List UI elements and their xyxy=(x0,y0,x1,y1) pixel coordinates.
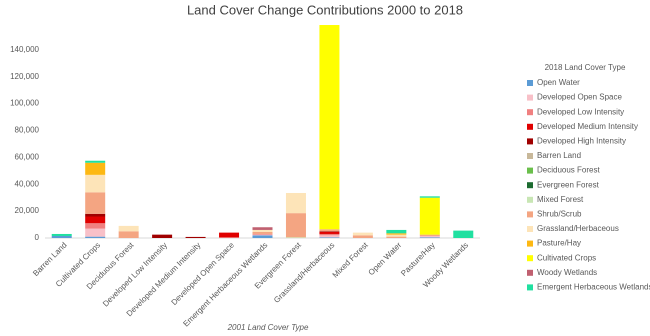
x-tick-label: Developed Low Intensity xyxy=(101,241,169,309)
bar-segment xyxy=(219,237,240,238)
bar-segment xyxy=(352,235,373,238)
legend-swatch xyxy=(527,109,533,116)
bar-segment xyxy=(51,233,72,236)
bar-segment xyxy=(252,234,273,236)
x-tick-label: Grassland/Herbaceous xyxy=(272,241,336,305)
bar-segment xyxy=(319,229,340,232)
legend-label: Developed Open Space xyxy=(537,93,623,102)
bar-segment xyxy=(319,25,340,230)
bar-segment xyxy=(285,213,306,238)
bar-segment xyxy=(252,231,273,234)
bar-segment xyxy=(319,231,340,234)
bar-segment xyxy=(85,174,106,193)
legend-title: 2018 Land Cover Type xyxy=(545,63,626,72)
bar-segment xyxy=(386,233,407,235)
bar-segment xyxy=(185,236,206,238)
y-tick-label: 40,000 xyxy=(15,179,40,188)
bar-segment xyxy=(85,223,106,229)
bar-segment xyxy=(319,233,340,236)
legend-label: Shrub/Scrub xyxy=(537,210,582,219)
legend-swatch xyxy=(527,182,533,189)
bar-segment xyxy=(152,234,173,238)
bar-segment xyxy=(285,237,306,238)
legend-swatch xyxy=(527,240,533,247)
bar-segment xyxy=(285,192,306,214)
bar-segment xyxy=(85,216,106,224)
bar-segment xyxy=(419,234,440,236)
bar-segment xyxy=(419,197,440,235)
y-tick-label: 140,000 xyxy=(10,45,39,54)
legend-swatch xyxy=(527,138,533,145)
legend-swatch xyxy=(527,284,533,291)
legend-label: Barren Land xyxy=(537,151,581,160)
bar-segment xyxy=(252,233,273,235)
legend-swatch xyxy=(527,167,533,174)
legend-swatch xyxy=(527,226,533,232)
legend-label: Woody Wetlands xyxy=(537,268,597,277)
y-tick-label: 0 xyxy=(35,233,40,242)
legend-swatch xyxy=(527,269,533,276)
x-tick-label: Mixed Forest xyxy=(331,240,371,280)
x-tick-label: Developed Open Space xyxy=(170,240,237,307)
legend-swatch xyxy=(527,80,533,86)
legend-label: Emergent Herbaceous Wetlands xyxy=(537,283,650,292)
legend-swatch xyxy=(527,153,533,159)
bar-segment xyxy=(219,232,240,238)
bar-segment xyxy=(386,234,407,237)
bar-segment xyxy=(453,230,474,238)
legend-label: Cultivated Crops xyxy=(537,253,596,262)
bar-segment xyxy=(386,236,407,238)
legend-swatch xyxy=(527,123,533,130)
bar-segment xyxy=(85,213,106,217)
bar-segment xyxy=(419,196,440,198)
y-tick-label: 20,000 xyxy=(15,206,40,215)
y-tick-label: 80,000 xyxy=(15,126,40,135)
legend-label: Grassland/Herbaceous xyxy=(537,224,619,233)
bar-segment xyxy=(319,237,340,238)
legend-label: Pasture/Hay xyxy=(537,239,581,248)
bar-segment xyxy=(252,235,273,238)
legend-swatch xyxy=(527,255,533,262)
legend-label: Evergreen Forest xyxy=(537,180,600,189)
bar-segment xyxy=(85,160,106,163)
legend-label: Deciduous Forest xyxy=(537,166,600,175)
bar-segment xyxy=(85,162,106,175)
legend-swatch xyxy=(527,211,533,218)
bar-segment xyxy=(252,229,273,232)
bar-segment xyxy=(419,235,440,238)
bar-segment xyxy=(352,232,373,236)
bar-segment xyxy=(319,231,340,232)
bar-segment xyxy=(319,235,340,238)
y-tick-label: 120,000 xyxy=(10,72,39,81)
legend-label: Developed High Intensity xyxy=(537,137,626,146)
bar-segment xyxy=(85,236,106,238)
chart-title: Land Cover Change Contributions 2000 to … xyxy=(187,2,463,17)
legend-swatch xyxy=(527,94,533,101)
bar-segment xyxy=(386,229,407,234)
legend-swatch xyxy=(527,196,533,203)
bar-segment xyxy=(51,235,72,238)
x-axis-title: 2001 Land Cover Type xyxy=(227,323,309,332)
legend-label: Open Water xyxy=(537,78,580,87)
legend-label: Mixed Forest xyxy=(537,195,584,204)
bar-segment xyxy=(118,231,139,238)
legend-label: Developed Medium Intensity xyxy=(537,122,638,131)
bar-segment xyxy=(118,225,139,232)
bar-segment xyxy=(252,227,273,230)
y-tick-label: 100,000 xyxy=(10,99,39,108)
y-tick-label: 60,000 xyxy=(15,152,40,161)
bar-segment xyxy=(85,192,106,214)
bar-segment xyxy=(419,237,440,238)
legend-label: Developed Low Intensity xyxy=(537,107,624,116)
bar-segment xyxy=(85,228,106,237)
